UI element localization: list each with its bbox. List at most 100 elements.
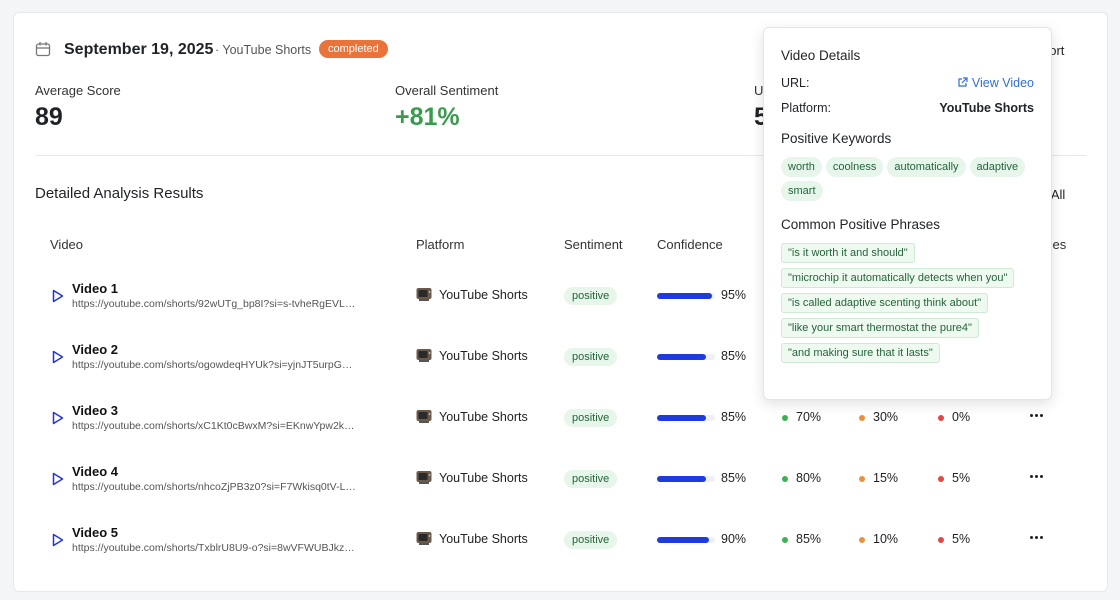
tv-icon <box>416 532 432 545</box>
video-name: Video 2 <box>72 342 119 357</box>
confidence-bar <box>657 293 713 299</box>
play-icon[interactable] <box>52 289 64 303</box>
platform: YouTube Shorts <box>439 532 528 546</box>
calendar-icon <box>35 42 51 57</box>
tv-icon <box>416 471 432 484</box>
video-url: https://youtube.com/shorts/ogowdeqHYUk?s… <box>72 359 353 371</box>
confidence-bar <box>657 415 707 421</box>
stat-label: Overall Sentiment <box>395 83 499 98</box>
video-url: https://youtube.com/shorts/TxblrU8U9-o?s… <box>72 542 355 554</box>
menu-dot <box>1035 475 1038 478</box>
keyword-chip: automatically <box>887 157 966 177</box>
sentiment-badge: positive <box>564 531 618 549</box>
positive-value: 80% <box>796 471 822 485</box>
column-header: Video <box>50 237 84 252</box>
external-link-icon <box>958 77 969 87</box>
video-name: Video 1 <box>72 281 119 296</box>
video-url: https://youtube.com/shorts/nhcoZjPB3z0?s… <box>72 481 356 493</box>
status-badge: completed <box>319 40 388 58</box>
platform: YouTube Shorts <box>439 471 528 485</box>
negative-dot <box>938 537 944 543</box>
negative-value: 5% <box>952 532 971 546</box>
sentiment-badge: positive <box>564 348 618 366</box>
tv-icon <box>416 288 432 301</box>
stat-label: Average Score <box>35 83 121 98</box>
play-icon[interactable] <box>52 411 64 425</box>
menu-dot <box>1030 414 1033 417</box>
platform: YouTube Shorts <box>439 349 528 363</box>
video-url: https://youtube.com/shorts/92wUTg_bp8I?s… <box>72 298 356 310</box>
keyword-chip: worth <box>781 157 822 177</box>
menu-dot <box>1040 536 1043 539</box>
stat-value: +81% <box>395 103 460 131</box>
video-url: https://youtube.com/shorts/xC1Kt0cBwxM?s… <box>72 420 355 432</box>
negative-value: 5% <box>952 471 971 485</box>
video-name: Video 3 <box>72 403 119 418</box>
sentiment-badge: positive <box>564 287 618 305</box>
positive-dot <box>782 476 788 482</box>
keywords-title: Positive Keywords <box>781 131 892 146</box>
play-icon[interactable] <box>52 533 64 547</box>
keyword-chip: smart <box>781 181 823 201</box>
confidence-value: 85% <box>721 410 747 424</box>
popup-title: Video Details <box>781 48 861 63</box>
stat-value: 89 <box>35 103 63 131</box>
keyword-chip: adaptive <box>969 157 1026 177</box>
platform: YouTube Shorts <box>439 410 528 424</box>
phrase-chip: "is called adaptive scenting think about… <box>781 293 989 313</box>
play-icon[interactable] <box>52 472 64 486</box>
negative-dot <box>938 415 944 421</box>
url-label: URL: <box>781 76 810 90</box>
menu-dot <box>1030 475 1033 478</box>
menu-dot <box>1030 536 1033 539</box>
video-name: Video 5 <box>72 525 119 540</box>
row-menu[interactable] <box>1030 536 1043 539</box>
neutral-dot <box>859 476 865 482</box>
row-menu[interactable] <box>1030 475 1043 478</box>
phrase-list: "is it worth it and should" "microchip it… <box>781 243 1015 363</box>
positive-value: 70% <box>796 410 822 424</box>
row-menu[interactable] <box>1030 414 1043 417</box>
stat-label: U <box>754 83 764 98</box>
sentiment-badge: positive <box>564 409 618 427</box>
column-header: Confidence <box>657 237 723 252</box>
platform: YouTube Shorts <box>439 288 528 302</box>
divider <box>35 155 1086 156</box>
platform: · YouTube Shorts <box>215 43 312 57</box>
menu-dot <box>1035 536 1038 539</box>
table-body: Video 1 https://youtube.com/shorts/92wUTg… <box>14 13 1107 591</box>
view-video-link[interactable]: View Video <box>957 76 1034 90</box>
menu-dot <box>1035 414 1038 417</box>
neutral-dot <box>859 415 865 421</box>
date: September 19, 2025 <box>64 41 214 58</box>
confidence-bar <box>657 354 707 360</box>
platform-value: YouTube Shorts <box>939 101 1034 115</box>
menu-dot <box>1040 475 1043 478</box>
neutral-dot <box>859 537 865 543</box>
negative-dot <box>938 476 944 482</box>
keyword-chip: coolness <box>825 157 884 177</box>
play-icon[interactable] <box>52 350 64 364</box>
confidence-value: 95% <box>721 288 747 302</box>
phrase-chip: "and making sure that it lasts" <box>781 343 940 363</box>
confidence-bar <box>657 476 707 482</box>
negative-value: 0% <box>952 410 971 424</box>
video-name: Video 4 <box>72 464 119 479</box>
menu-dot <box>1040 414 1043 417</box>
confidence-value: 90% <box>721 532 747 546</box>
positive-value: 85% <box>796 532 822 546</box>
link-text[interactable]: View Video <box>971 76 1034 90</box>
phrase-chip: "microchip it automatically detects when… <box>781 268 1015 288</box>
column-header: Platform <box>416 237 465 252</box>
confidence-value: 85% <box>721 471 747 485</box>
confidence-value: 85% <box>721 349 747 363</box>
confidence-bar <box>657 537 710 543</box>
neutral-value: 30% <box>873 410 899 424</box>
positive-dot <box>782 537 788 543</box>
phrase-chip: "like your smart thermostat the pure4" <box>781 318 979 338</box>
video-details-popup: Video Details URL: View Video Platform: … <box>763 27 1052 400</box>
section-title: Detailed Analysis Results <box>35 185 204 202</box>
positive-dot <box>782 415 788 421</box>
phrase-chip: "is it worth it and should" <box>781 243 915 263</box>
